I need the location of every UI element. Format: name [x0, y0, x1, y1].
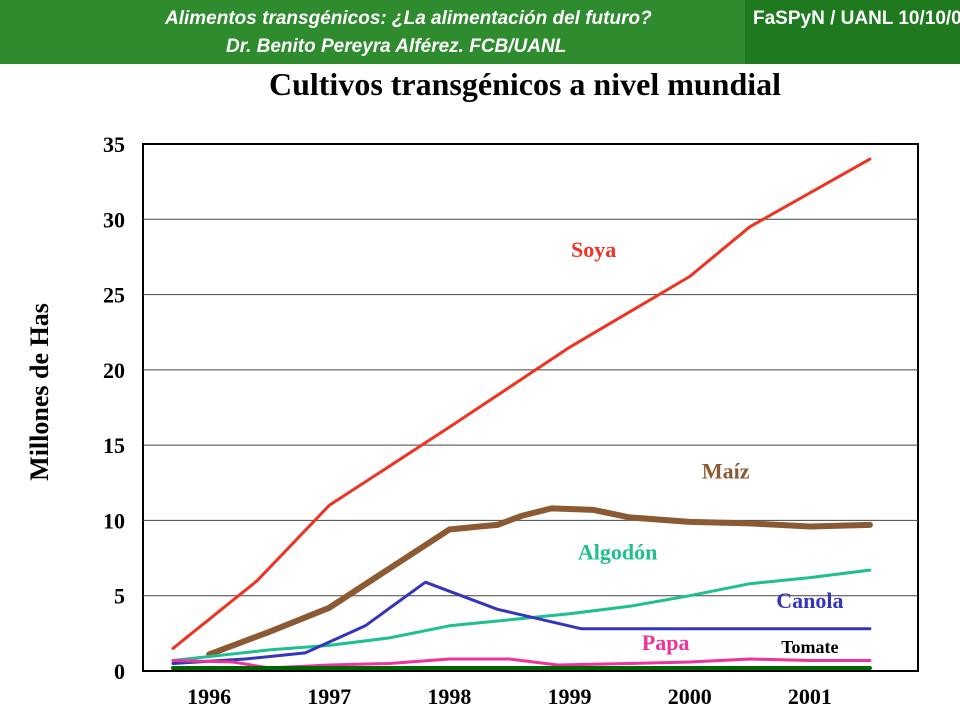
header-date: FaSPyN / UANL 10/10/03	[753, 8, 960, 29]
series-line-maiz	[206, 505, 873, 658]
y-tick-label: 15	[103, 433, 125, 458]
y-tick-label: 10	[103, 508, 125, 533]
slide-header: Alimentos transgénicos: ¿La alimentación…	[0, 0, 960, 64]
series-label-maiz: Maíz	[702, 458, 750, 483]
header-title: Alimentos transgénicos: ¿La alimentación…	[165, 8, 652, 29]
x-tick-label: 1997	[307, 684, 351, 709]
series-label-soya: Soya	[571, 237, 616, 262]
y-tick-label: 20	[103, 358, 125, 383]
header-right-panel: FaSPyN / UANL 10/10/03	[745, 0, 960, 64]
series-label-tomate: Tomate	[781, 637, 838, 657]
y-tick-label: 5	[114, 584, 125, 609]
plot-frame	[142, 143, 919, 672]
series-line-canola	[171, 580, 872, 665]
x-tick-label: 2001	[788, 684, 832, 709]
x-tick-label: 1998	[427, 684, 471, 709]
chart-title: Cultivos transgénicos a nivel mundial	[268, 66, 782, 102]
y-tick-label: 35	[103, 132, 125, 157]
header-author: Dr. Benito Pereyra Alférez. FCB/UANL	[226, 36, 567, 57]
x-tick-label: 1999	[548, 684, 592, 709]
y-tick-label: 25	[103, 283, 125, 308]
x-tick-label: 2000	[668, 684, 712, 709]
series-label-canola: Canola	[776, 588, 843, 613]
y-tick-label: 30	[103, 207, 125, 232]
y-tick-label: 0	[114, 659, 125, 684]
series-label-algodon: Algodón	[578, 540, 657, 565]
series-line-soya	[171, 157, 872, 650]
x-tick-label: 1996	[187, 684, 231, 709]
series-label-papa: Papa	[642, 630, 690, 655]
